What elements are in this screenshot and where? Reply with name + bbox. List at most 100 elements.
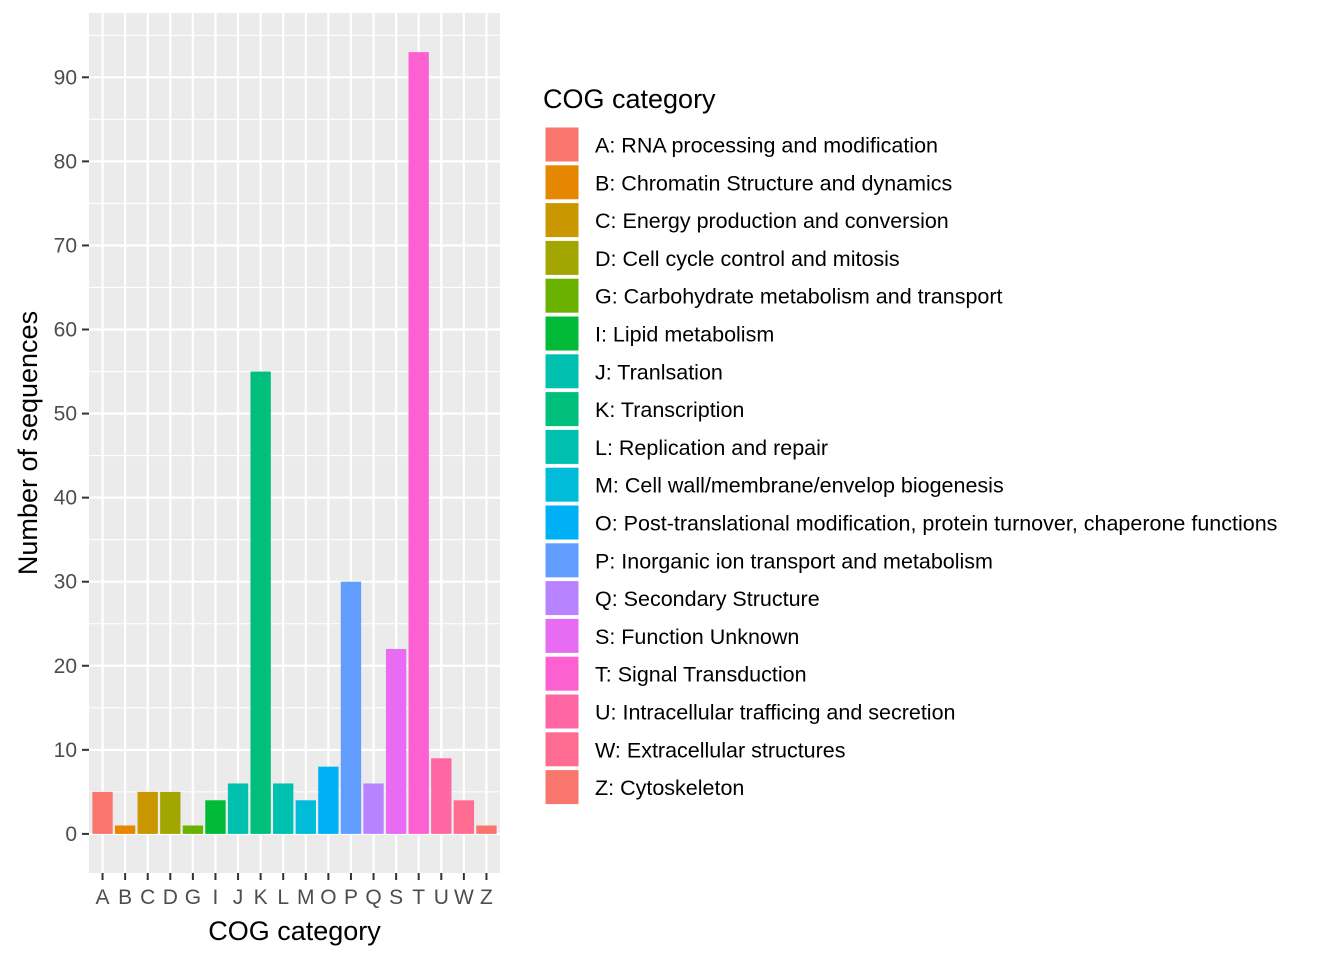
legend-swatch: [544, 202, 580, 239]
x-tick-label: I: [213, 886, 219, 909]
legend-swatch: [544, 391, 580, 428]
legend: A: RNA processing and modification B: Chr…: [544, 126, 1277, 806]
legend-item: Q: Secondary Structure: [544, 580, 820, 617]
legend-label: G: Carbohydrate metabolism and transport: [595, 285, 1003, 309]
legend-swatch: [544, 693, 580, 730]
x-tick-label: L: [277, 886, 289, 909]
bar-Z: [476, 825, 497, 834]
legend-item: U: Intracellular trafficing and secretio…: [544, 693, 956, 730]
bar-D: [160, 791, 181, 834]
legend-item: K: Transcription: [544, 391, 744, 428]
grid-lines: [89, 13, 500, 873]
legend-swatch: [544, 239, 580, 276]
bar-G: [182, 825, 204, 834]
plot-panel: [89, 13, 500, 873]
legend-label: L: Replication and repair: [595, 436, 828, 460]
legend-swatch: [544, 164, 580, 201]
legend-swatch: [544, 277, 580, 314]
y-tick-label: 80: [54, 150, 77, 173]
bar-S: [385, 648, 407, 834]
x-tick-label: D: [163, 886, 178, 909]
x-tick-label: G: [185, 886, 201, 909]
x-tick-label: Z: [480, 886, 493, 909]
legend-item: W: Extracellular structures: [544, 731, 846, 768]
legend-label: I: Lipid metabolism: [595, 323, 774, 347]
bar-I: [205, 800, 226, 834]
legend-item: B: Chromatin Structure and dynamics: [544, 164, 952, 201]
legend-item: P: Inorganic ion transport and metabolis…: [544, 542, 993, 579]
legend-item: A: RNA processing and modification: [544, 126, 938, 163]
y-tick-label: 30: [54, 571, 77, 594]
x-axis-title: COG category: [208, 916, 381, 946]
y-tick-label: 70: [54, 234, 77, 257]
legend-swatch: [544, 126, 580, 163]
y-tick-label: 40: [54, 487, 77, 510]
legend-swatch: [544, 428, 580, 465]
bar-L: [273, 783, 294, 834]
legend-swatch: [544, 542, 580, 579]
legend-item: J: Tranlsation: [544, 353, 723, 390]
legend-label: P: Inorganic ion transport and metabolis…: [595, 549, 993, 573]
y-tick-label: 50: [54, 403, 77, 426]
x-tick-label: K: [254, 886, 268, 909]
x-tick-label: W: [454, 886, 474, 909]
x-tick-label: J: [233, 886, 244, 909]
legend-item: M: Cell wall/membrane/envelop biogenesis: [544, 466, 1004, 503]
bar-J: [227, 783, 249, 834]
legend-item: C: Energy production and conversion: [544, 202, 949, 239]
bar-K: [250, 371, 271, 834]
y-axis: 0 10 20 30 40 50 60 70 80 90: [54, 66, 89, 846]
legend-swatch: [544, 504, 580, 541]
x-tick-label: T: [412, 886, 425, 909]
x-tick-label: A: [96, 886, 110, 909]
legend-swatch: [544, 466, 580, 503]
legend-label: O: Post-translational modification, prot…: [595, 512, 1277, 536]
bar-B: [114, 825, 136, 834]
bar-U: [431, 758, 452, 834]
legend-swatch: [544, 580, 580, 617]
legend-label: S: Function Unknown: [595, 625, 799, 649]
legend-item: O: Post-translational modification, prot…: [544, 504, 1277, 541]
legend-item: G: Carbohydrate metabolism and transport: [544, 277, 1003, 314]
bar-W: [453, 800, 475, 834]
legend-label: J: Tranlsation: [595, 360, 723, 384]
bar-P: [340, 581, 362, 834]
x-tick-label: O: [320, 886, 336, 909]
y-tick-label: 60: [54, 319, 77, 342]
legend-label: K: Transcription: [595, 398, 744, 422]
legend-swatch: [544, 731, 580, 768]
x-tick-label: C: [140, 886, 155, 909]
legend-swatch: [544, 769, 580, 806]
x-tick-label: M: [297, 886, 315, 909]
legend-label: U: Intracellular trafficing and secretio…: [595, 701, 956, 725]
legend-swatch: [544, 655, 580, 692]
legend-label: M: Cell wall/membrane/envelop biogenesis: [595, 474, 1004, 498]
legend-swatch: [544, 617, 580, 654]
bar-Q: [363, 783, 384, 834]
legend-label: W: Extracellular structures: [595, 738, 846, 762]
legend-label: Q: Secondary Structure: [595, 587, 820, 611]
legend-label: A: RNA processing and modification: [595, 134, 938, 158]
legend-label: C: Energy production and conversion: [595, 209, 949, 233]
bar-M: [295, 800, 316, 834]
legend-label: D: Cell cycle control and mitosis: [595, 247, 900, 271]
legend-item: I: Lipid metabolism: [544, 315, 774, 352]
legend-item: T: Signal Transduction: [544, 655, 807, 692]
y-tick-label: 20: [54, 655, 77, 678]
legend-label: T: Signal Transduction: [595, 663, 807, 687]
y-axis-title: Number of sequences: [13, 311, 43, 575]
bars: [92, 52, 497, 834]
legend-label: Z: Cytoskeleton: [595, 776, 744, 800]
bar-T: [408, 52, 429, 834]
legend-item: Z: Cytoskeleton: [544, 769, 744, 806]
x-tick-label: S: [389, 886, 403, 909]
y-tick-label: 0: [65, 823, 77, 846]
legend-title: COG category: [543, 84, 716, 114]
bar-C: [137, 791, 158, 834]
bar-O: [318, 766, 339, 834]
y-tick-label: 10: [54, 739, 77, 762]
legend-item: L: Replication and repair: [544, 428, 828, 465]
x-tick-label: B: [118, 886, 132, 909]
